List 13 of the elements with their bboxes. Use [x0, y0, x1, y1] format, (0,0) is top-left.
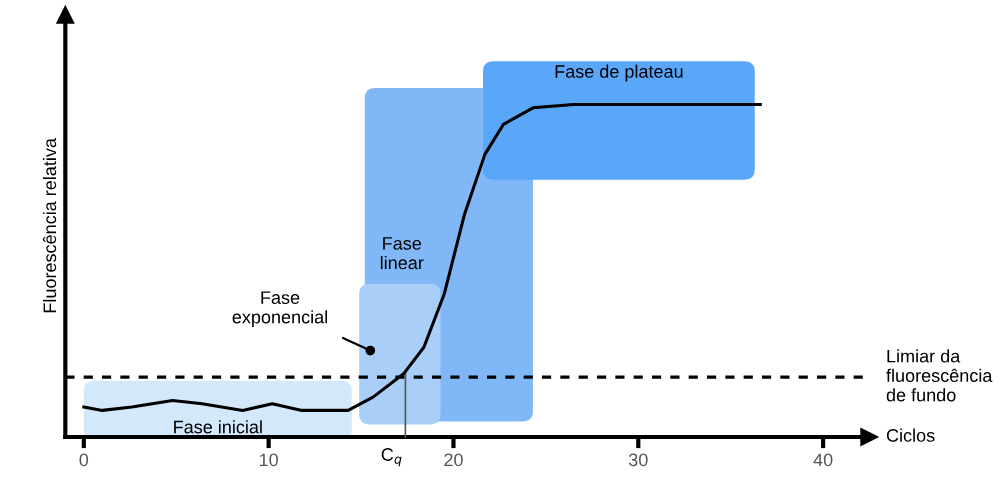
x-tick-label: 0 [79, 453, 89, 467]
x-tick-label: 30 [628, 453, 648, 467]
ref-line-label: Limiar da fluorescência de fundo [886, 349, 993, 402]
x-tick-label: 40 [813, 453, 833, 467]
x-tick-label: 10 [259, 453, 278, 467]
annotation: Fase exponencial [232, 291, 327, 328]
y-axis-title: Fluorescência relativa [42, 138, 57, 313]
x-axis-title: Ciclos [886, 428, 935, 442]
ref-line-label: C$_{q}$ [381, 448, 402, 467]
band-label: Fase inicial [174, 420, 262, 434]
band-label: Fase de plateau [555, 64, 683, 82]
x-tick-label: 20 [444, 453, 463, 467]
band-label: Fase linear [380, 237, 424, 270]
